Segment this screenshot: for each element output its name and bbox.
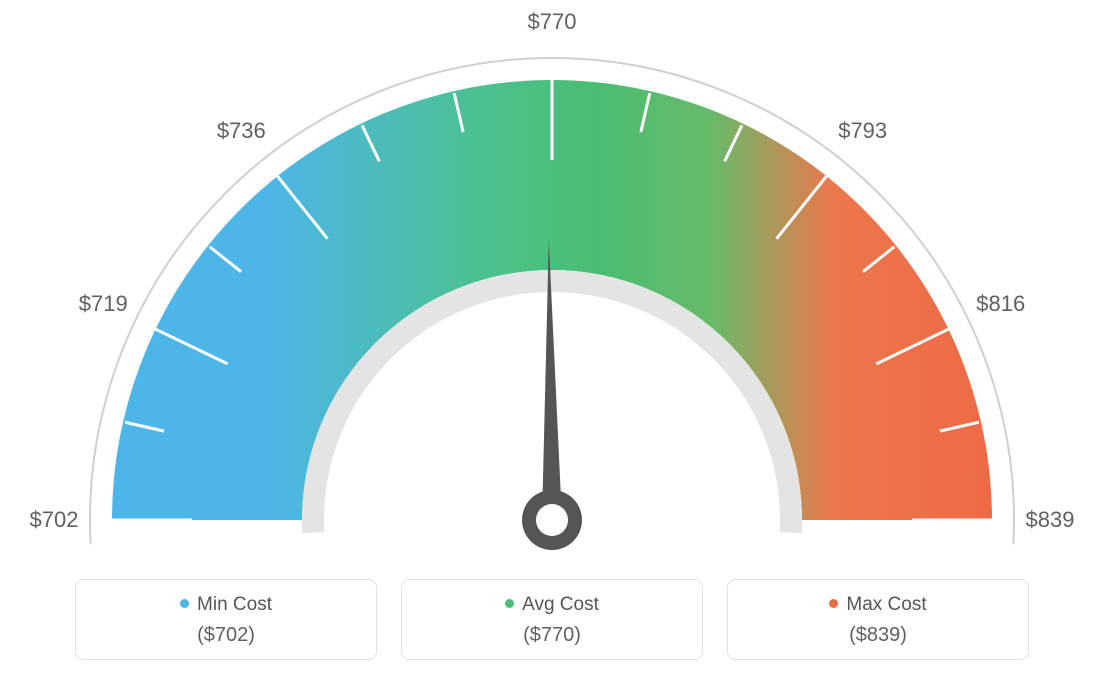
legend-card-avg: Avg Cost ($770) <box>401 579 703 660</box>
gauge-tick-label: $793 <box>838 118 887 144</box>
gauge-tick-label: $736 <box>217 118 266 144</box>
legend-dot-avg <box>505 599 514 608</box>
legend-value-avg: ($770) <box>402 624 702 647</box>
cost-gauge: $702 $719 $736 $770 $793 $816 $839 <box>0 0 1104 560</box>
legend-label-min: Min Cost <box>197 594 272 615</box>
legend-title-avg: Avg Cost <box>402 594 702 616</box>
gauge-tick-label: $770 <box>528 9 577 35</box>
gauge-tick-label: $702 <box>30 507 79 533</box>
legend-dot-min <box>180 599 189 608</box>
legend-label-max: Max Cost <box>846 594 926 615</box>
gauge-tick-label: $839 <box>1026 507 1075 533</box>
gauge-svg <box>0 0 1104 560</box>
legend-card-max: Max Cost ($839) <box>727 579 1029 660</box>
gauge-tick-label: $816 <box>976 291 1025 317</box>
legend-title-max: Max Cost <box>728 594 1028 616</box>
legend-dot-max <box>829 599 838 608</box>
legend-value-max: ($839) <box>728 624 1028 647</box>
legend-value-min: ($702) <box>76 624 376 647</box>
legend-card-min: Min Cost ($702) <box>75 579 377 660</box>
legend-row: Min Cost ($702) Avg Cost ($770) Max Cost… <box>0 579 1104 660</box>
gauge-tick-label: $719 <box>79 291 128 317</box>
legend-label-avg: Avg Cost <box>522 594 599 615</box>
legend-title-min: Min Cost <box>76 594 376 616</box>
